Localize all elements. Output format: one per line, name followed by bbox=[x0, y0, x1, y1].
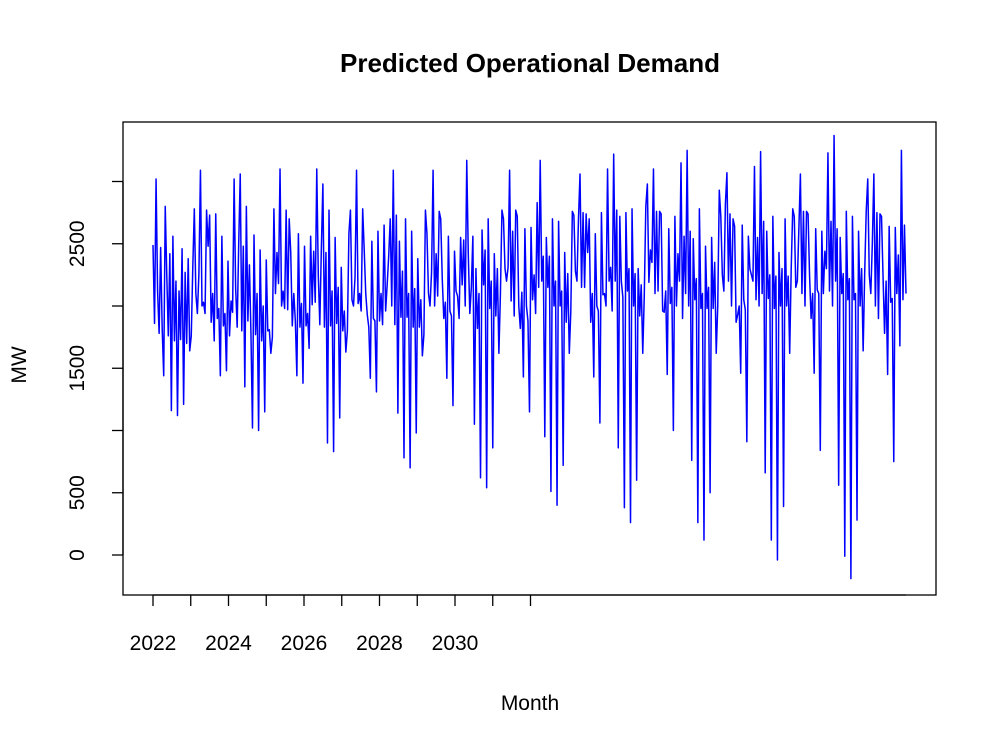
x-tick-label: 2030 bbox=[432, 632, 479, 655]
y-tick-label: 2500 bbox=[66, 220, 89, 267]
series-layer bbox=[152, 134, 907, 580]
x-tick-label: 2022 bbox=[130, 632, 177, 655]
y-tick-label: 1500 bbox=[66, 345, 89, 392]
y-tick-label: 500 bbox=[66, 475, 89, 510]
y-tick-label: 0 bbox=[66, 549, 89, 561]
x-tick-label: 2024 bbox=[205, 632, 252, 655]
chart-title: Predicted Operational Demand bbox=[340, 48, 720, 78]
y-axis-ticks: 0 500 1500 2500 bbox=[66, 180, 123, 561]
series-line bbox=[152, 134, 907, 580]
y-axis-label: MW bbox=[8, 346, 31, 383]
x-tick-label: 2026 bbox=[281, 632, 328, 655]
x-axis-ticks: 2022 2024 2026 2028 2030 bbox=[130, 595, 532, 655]
x-axis-label: Month bbox=[501, 692, 559, 715]
x-tick-label: 2028 bbox=[356, 632, 403, 655]
